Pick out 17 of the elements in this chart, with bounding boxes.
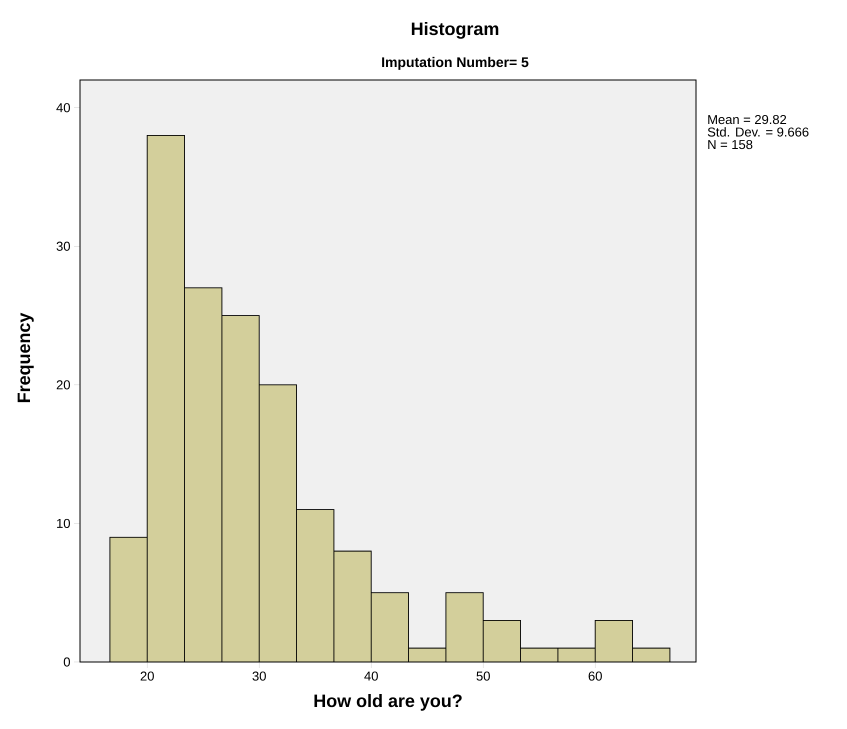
x-axis-title: How old are you? <box>314 694 462 711</box>
x-tick-label: 30 <box>252 672 266 681</box>
y-tick-label: 40 <box>56 103 70 112</box>
x-tick-label: 50 <box>476 672 490 681</box>
y-tick-label: 30 <box>56 242 70 251</box>
y-axis-title: Frequency <box>18 312 34 402</box>
y-tick-label: 10 <box>57 518 70 528</box>
x-tick-label: 20 <box>140 672 154 681</box>
chart-title: Histogram <box>412 22 498 39</box>
text: Mean = 29.82 <box>708 114 786 124</box>
y-tick-label: 0 <box>64 657 70 667</box>
text: N = 158 <box>708 140 752 150</box>
text: Std. Dev. = 9.666 <box>708 127 809 137</box>
x-tick-label: 60 <box>588 672 602 681</box>
chart-subtitle: Imputation Number= 5 <box>382 56 528 70</box>
x-tick-label: 40 <box>364 672 378 681</box>
y-tick-label: 20 <box>56 380 70 390</box>
